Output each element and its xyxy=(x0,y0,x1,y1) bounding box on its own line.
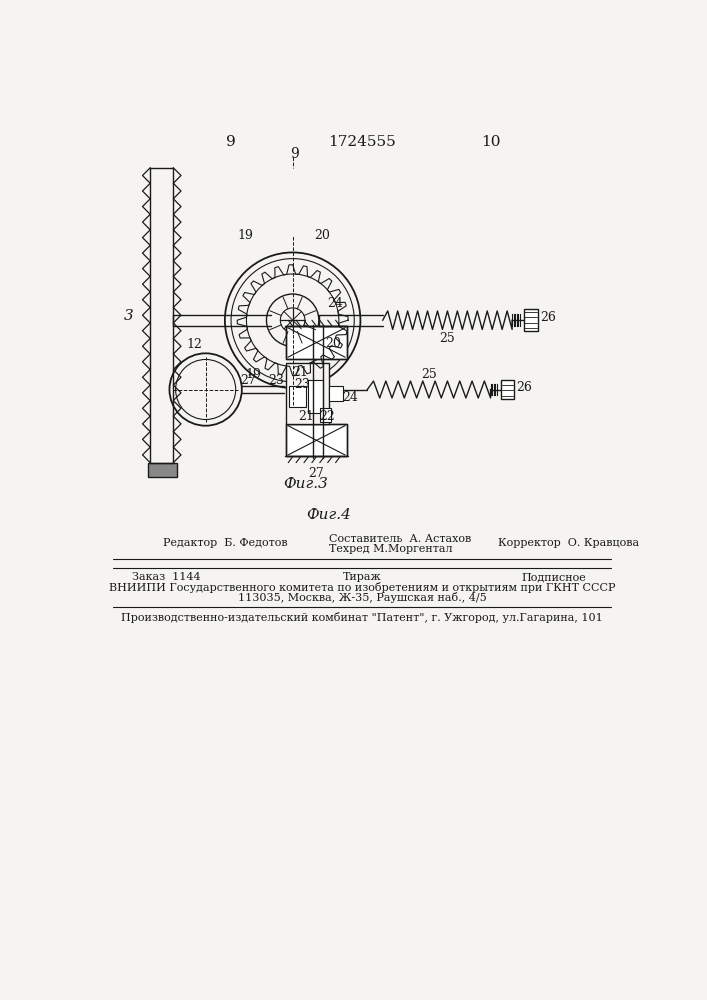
Text: 23: 23 xyxy=(268,374,284,387)
Text: 3: 3 xyxy=(124,309,134,323)
Text: Составитель  А. Астахов: Составитель А. Астахов xyxy=(329,534,471,544)
Text: ВНИИПИ Государственного комитета по изобретениям и открытиям при ГКНТ СССР: ВНИИПИ Государственного комитета по изоб… xyxy=(109,582,615,593)
Text: Заказ  1144: Заказ 1144 xyxy=(132,572,201,582)
Bar xyxy=(286,363,329,424)
Text: 24: 24 xyxy=(327,297,343,310)
Text: 21: 21 xyxy=(293,366,308,379)
Bar xyxy=(308,380,324,413)
Text: 113035, Москва, Ж-35, Раушская наб., 4/5: 113035, Москва, Ж-35, Раушская наб., 4/5 xyxy=(238,592,486,603)
Text: 12: 12 xyxy=(186,338,202,351)
Text: 21: 21 xyxy=(298,410,314,423)
Text: Корректор  О. Кравцова: Корректор О. Кравцова xyxy=(498,538,639,548)
Text: Производственно-издательский комбинат "Патент", г. Ужгород, ул.Гагарина, 101: Производственно-издательский комбинат "П… xyxy=(121,612,603,623)
Text: 23: 23 xyxy=(294,378,310,391)
Bar xyxy=(329,386,343,401)
Text: 1724555: 1724555 xyxy=(328,135,396,149)
Text: 9: 9 xyxy=(290,147,298,161)
Text: Подписное: Подписное xyxy=(521,572,586,582)
Text: 26: 26 xyxy=(517,381,532,394)
Text: 27: 27 xyxy=(309,467,325,480)
Text: 10: 10 xyxy=(481,135,501,149)
Text: 19: 19 xyxy=(245,368,262,381)
Bar xyxy=(286,424,346,456)
Text: 26: 26 xyxy=(540,311,556,324)
Text: Фиг.4: Фиг.4 xyxy=(306,508,351,522)
Text: 25: 25 xyxy=(421,368,437,381)
Bar xyxy=(501,380,514,399)
Text: Редактор  Б. Федотов: Редактор Б. Федотов xyxy=(163,538,288,548)
Bar xyxy=(320,408,331,422)
Text: 19: 19 xyxy=(237,229,253,242)
Text: 27: 27 xyxy=(240,374,256,387)
Text: 22: 22 xyxy=(320,410,335,423)
Bar xyxy=(524,309,537,331)
Text: Фиг.3: Фиг.3 xyxy=(284,477,328,491)
Text: 9: 9 xyxy=(226,135,236,149)
Text: Техред М.Моргентал: Техред М.Моргентал xyxy=(329,544,452,554)
Bar xyxy=(286,326,346,359)
Bar xyxy=(286,424,346,456)
Text: 25: 25 xyxy=(440,332,455,345)
Text: 24: 24 xyxy=(342,391,358,404)
Text: 20: 20 xyxy=(314,229,330,242)
Bar xyxy=(148,463,177,477)
Bar xyxy=(288,386,305,407)
Text: Тираж: Тираж xyxy=(343,572,381,582)
Bar xyxy=(286,326,346,359)
Text: 20: 20 xyxy=(325,337,341,350)
